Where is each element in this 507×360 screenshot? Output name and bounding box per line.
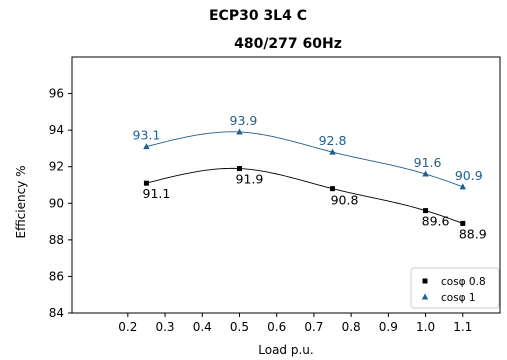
data-label: 88.9 bbox=[459, 226, 487, 241]
x-tick-label: 0.5 bbox=[230, 320, 249, 334]
y-axis: 84 86 88 90 92 94 96 bbox=[49, 87, 72, 320]
data-point bbox=[423, 208, 429, 214]
data-label: 89.6 bbox=[422, 214, 450, 229]
y-tick-label: 88 bbox=[49, 233, 64, 247]
data-label: 91.6 bbox=[414, 155, 442, 170]
data-label: 92.8 bbox=[319, 133, 347, 148]
data-label: 91.1 bbox=[143, 186, 171, 201]
x-tick-label: 0.7 bbox=[304, 320, 323, 334]
data-point bbox=[236, 128, 243, 135]
x-axis-label: Load p.u. bbox=[258, 343, 313, 357]
series-cosphi-1: 93.1 93.9 92.8 91.6 90.9 bbox=[133, 113, 483, 190]
y-tick-label: 86 bbox=[49, 269, 64, 283]
legend-marker bbox=[421, 293, 429, 300]
series-cosphi-0-8: 91.1 91.9 90.8 89.6 88.9 bbox=[143, 166, 487, 241]
data-label: 93.1 bbox=[133, 128, 161, 143]
data-point bbox=[460, 220, 466, 226]
data-point bbox=[459, 183, 466, 190]
y-tick-label: 90 bbox=[49, 196, 64, 210]
data-label: 90.8 bbox=[331, 193, 359, 208]
x-axis: 0.2 0.3 0.4 0.5 0.6 0.7 0.8 0.9 1.0 1.1 bbox=[118, 313, 472, 334]
x-tick-label: 0.9 bbox=[379, 320, 398, 334]
series-line bbox=[146, 131, 463, 188]
data-point bbox=[329, 148, 336, 155]
x-tick-label: 1.0 bbox=[416, 320, 435, 334]
legend: cosφ 0.8 cosφ 1 bbox=[410, 267, 500, 309]
y-tick-label: 94 bbox=[49, 123, 64, 137]
data-point bbox=[330, 186, 336, 192]
x-tick-label: 1.1 bbox=[453, 320, 472, 334]
chart-title: ECP30 3L4 C bbox=[209, 8, 307, 24]
legend-marker bbox=[422, 278, 428, 284]
legend-box bbox=[410, 267, 500, 309]
data-point bbox=[236, 166, 242, 172]
legend-label: cosφ 1 bbox=[441, 292, 476, 304]
data-point bbox=[143, 180, 149, 186]
y-tick-label: 96 bbox=[49, 87, 64, 101]
x-tick-label: 0.8 bbox=[342, 320, 361, 334]
x-tick-label: 0.2 bbox=[118, 320, 137, 334]
x-tick-label: 0.3 bbox=[155, 320, 174, 334]
x-tick-label: 0.6 bbox=[267, 320, 286, 334]
data-label: 93.9 bbox=[230, 113, 258, 128]
data-label: 91.9 bbox=[236, 172, 264, 187]
series-layer: 91.1 91.9 90.8 89.6 88.9 93.1 93.9 92.8 91.6 90.9 bbox=[133, 113, 487, 241]
data-label: 90.9 bbox=[455, 168, 483, 183]
series-line bbox=[146, 167, 463, 224]
chart-subtitle: 480/277 60Hz bbox=[234, 36, 342, 52]
y-tick-label: 92 bbox=[49, 160, 64, 174]
legend-label: cosφ 0.8 bbox=[441, 276, 486, 288]
y-axis-label: Efficiency % bbox=[14, 165, 28, 238]
data-point bbox=[143, 143, 150, 150]
data-point bbox=[422, 170, 429, 177]
plot-area bbox=[71, 56, 501, 314]
y-tick-label: 84 bbox=[49, 306, 64, 320]
x-tick-label: 0.4 bbox=[193, 320, 212, 334]
